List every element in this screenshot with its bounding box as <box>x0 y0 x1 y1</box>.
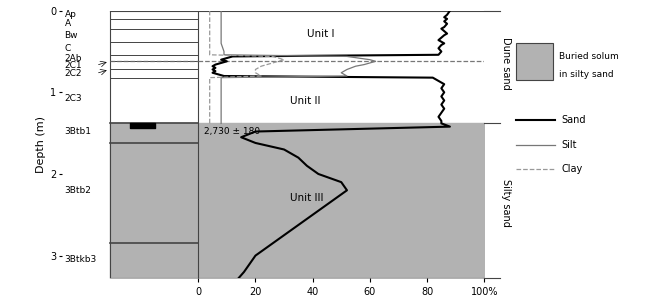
Text: Sand: Sand <box>562 115 586 125</box>
Text: 3Btkb3: 3Btkb3 <box>64 255 97 264</box>
Text: 2C2: 2C2 <box>64 69 82 78</box>
Text: 2C1: 2C1 <box>64 61 82 70</box>
Text: Bw: Bw <box>64 31 78 40</box>
Text: Unit III: Unit III <box>290 193 323 203</box>
Text: Clay: Clay <box>562 164 583 174</box>
Text: 2C3: 2C3 <box>64 94 82 103</box>
Text: Ap: Ap <box>64 10 76 19</box>
Text: A: A <box>64 19 71 28</box>
Text: Buried solum: Buried solum <box>559 52 619 61</box>
Text: Unit II: Unit II <box>290 95 320 106</box>
Y-axis label: Depth (m): Depth (m) <box>36 116 46 173</box>
Text: 3Btb2: 3Btb2 <box>64 186 92 195</box>
FancyBboxPatch shape <box>516 43 552 80</box>
Text: Silty sand: Silty sand <box>501 179 512 226</box>
Text: C: C <box>64 44 71 53</box>
Text: 3Btb1: 3Btb1 <box>64 127 92 136</box>
Text: Unit I: Unit I <box>307 28 335 39</box>
Text: 2Ab: 2Ab <box>64 54 82 62</box>
Text: 2,730 ± 180: 2,730 ± 180 <box>204 127 260 136</box>
Text: Silt: Silt <box>562 140 577 150</box>
Text: Dune sand: Dune sand <box>501 37 512 90</box>
Text: in silty sand: in silty sand <box>559 70 614 80</box>
